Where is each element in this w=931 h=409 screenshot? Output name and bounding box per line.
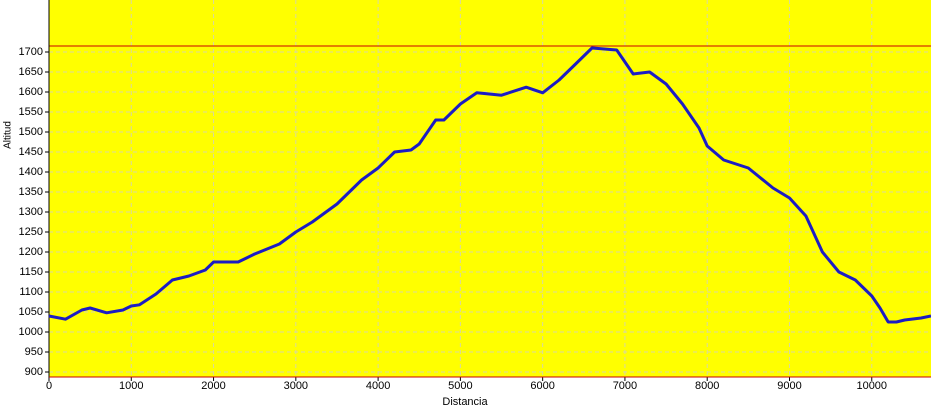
x-axis-title: Distancia — [442, 396, 488, 408]
x-tick-label: 5000 — [448, 380, 472, 392]
y-tick-label: 1250 — [19, 226, 43, 238]
y-tick-label: 1000 — [19, 326, 43, 338]
y-tick-label: 1450 — [19, 146, 43, 158]
y-tick-label: 1400 — [19, 166, 43, 178]
y-tick-label: 1650 — [19, 66, 43, 78]
y-tick-label: 950 — [25, 346, 43, 358]
y-tick-label: 1200 — [19, 246, 43, 258]
y-tick-label: 1350 — [19, 186, 43, 198]
x-tick-label: 9000 — [777, 380, 801, 392]
x-tick-label: 0 — [46, 380, 52, 392]
x-tick-label: 4000 — [366, 380, 390, 392]
y-tick-label: 1700 — [19, 46, 43, 58]
x-tick-label: 10000 — [856, 380, 887, 392]
x-tick-label: 8000 — [695, 380, 719, 392]
elevation-line — [48, 46, 931, 324]
y-axis-title: Altitud — [3, 121, 14, 149]
x-tick-label: 7000 — [613, 380, 637, 392]
x-tick-label: 2000 — [201, 380, 225, 392]
plot-area — [49, 0, 931, 377]
x-tick-label: 3000 — [284, 380, 308, 392]
x-tick-label: 6000 — [530, 380, 554, 392]
y-tick-label: 1050 — [19, 306, 43, 318]
y-tick-label: 900 — [25, 366, 43, 378]
y-tick-label: 1550 — [19, 106, 43, 118]
y-tick-label: 1100 — [19, 286, 43, 298]
y-tick-label: 1500 — [19, 126, 43, 138]
y-tick-label: 1300 — [19, 206, 43, 218]
y-tick-label: 1600 — [19, 86, 43, 98]
y-tick-label: 1150 — [19, 266, 43, 278]
x-tick-label: 1000 — [119, 380, 143, 392]
